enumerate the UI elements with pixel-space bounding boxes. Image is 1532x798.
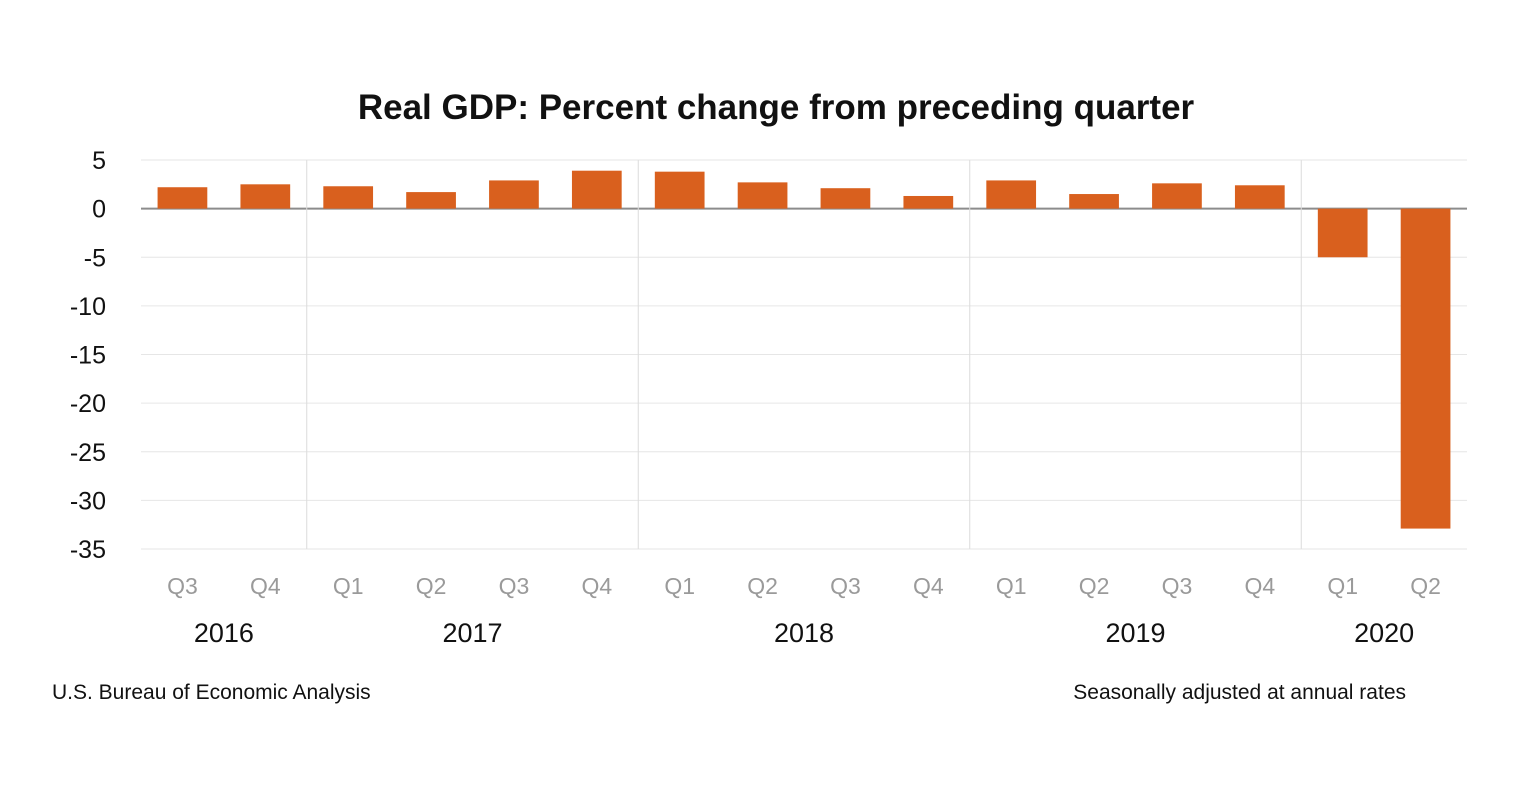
x-tick-label: Q4 (1244, 573, 1275, 599)
bar-11 (1069, 194, 1119, 209)
y-tick-label: -10 (70, 293, 106, 321)
bar-4 (489, 180, 539, 209)
bar-3 (406, 192, 456, 209)
grid-lines (141, 159, 1467, 550)
year-label: 2020 (1354, 618, 1414, 648)
year-label: 2016 (194, 618, 254, 648)
chart-title: Real GDP: Percent change from preceding … (358, 88, 1195, 127)
source-label: U.S. Bureau of Economic Analysis (52, 681, 371, 704)
x-tick-label: Q1 (1327, 573, 1358, 599)
x-tick-label: Q3 (1162, 573, 1193, 599)
y-tick-label: -25 (70, 439, 106, 467)
bar-0 (157, 187, 208, 209)
y-tick-label: -15 (70, 342, 106, 370)
x-tick-label: Q3 (830, 573, 861, 599)
y-tick-label: -30 (70, 487, 106, 515)
x-tick-label: Q2 (1410, 573, 1441, 599)
x-tick-label: Q3 (167, 573, 198, 599)
bar-14 (1317, 208, 1368, 258)
bar-8 (820, 188, 871, 209)
y-axis-tick-labels: 5 0 -5 -10 -15 -20 -25 -30 -35 (70, 147, 106, 564)
year-label: 2019 (1105, 618, 1165, 648)
year-labels: 2016 2017 2018 2019 2020 (194, 618, 1414, 648)
x-tick-label: Q2 (416, 573, 447, 599)
x-axis-tick-labels: Q3 Q4 Q1 Q2 Q3 Q4 Q1 Q2 Q3 Q4 Q1 Q2 Q3 Q4 Q1 Q2 (167, 573, 1441, 599)
bar-2 (323, 186, 374, 209)
x-tick-label: Q3 (499, 573, 530, 599)
x-tick-label: Q1 (664, 573, 695, 599)
bar-10 (986, 180, 1037, 209)
bar-13 (1234, 185, 1285, 209)
x-tick-label: Q2 (747, 573, 778, 599)
x-tick-label: Q4 (581, 573, 612, 599)
bar-9 (903, 195, 954, 209)
bar-6 (654, 171, 705, 209)
year-label: 2017 (442, 618, 502, 648)
y-tick-label: 0 (92, 196, 106, 224)
x-tick-label: Q2 (1079, 573, 1110, 599)
bar-12 (1152, 183, 1202, 209)
x-tick-label: Q4 (250, 573, 281, 599)
bar-5 (571, 170, 622, 209)
y-tick-label: -5 (84, 244, 106, 272)
bars (157, 170, 1451, 529)
x-tick-label: Q1 (996, 573, 1027, 599)
y-tick-label: -20 (70, 390, 106, 418)
x-tick-label: Q1 (333, 573, 364, 599)
bar-15 (1400, 208, 1451, 529)
y-tick-label: 5 (92, 147, 106, 175)
bar-1 (240, 184, 291, 209)
y-tick-label: -35 (70, 536, 106, 564)
seasonal-adjustment-note: Seasonally adjusted at annual rates (1073, 681, 1406, 704)
x-tick-label: Q4 (913, 573, 944, 599)
year-label: 2018 (774, 618, 834, 648)
bar-7 (737, 182, 788, 209)
